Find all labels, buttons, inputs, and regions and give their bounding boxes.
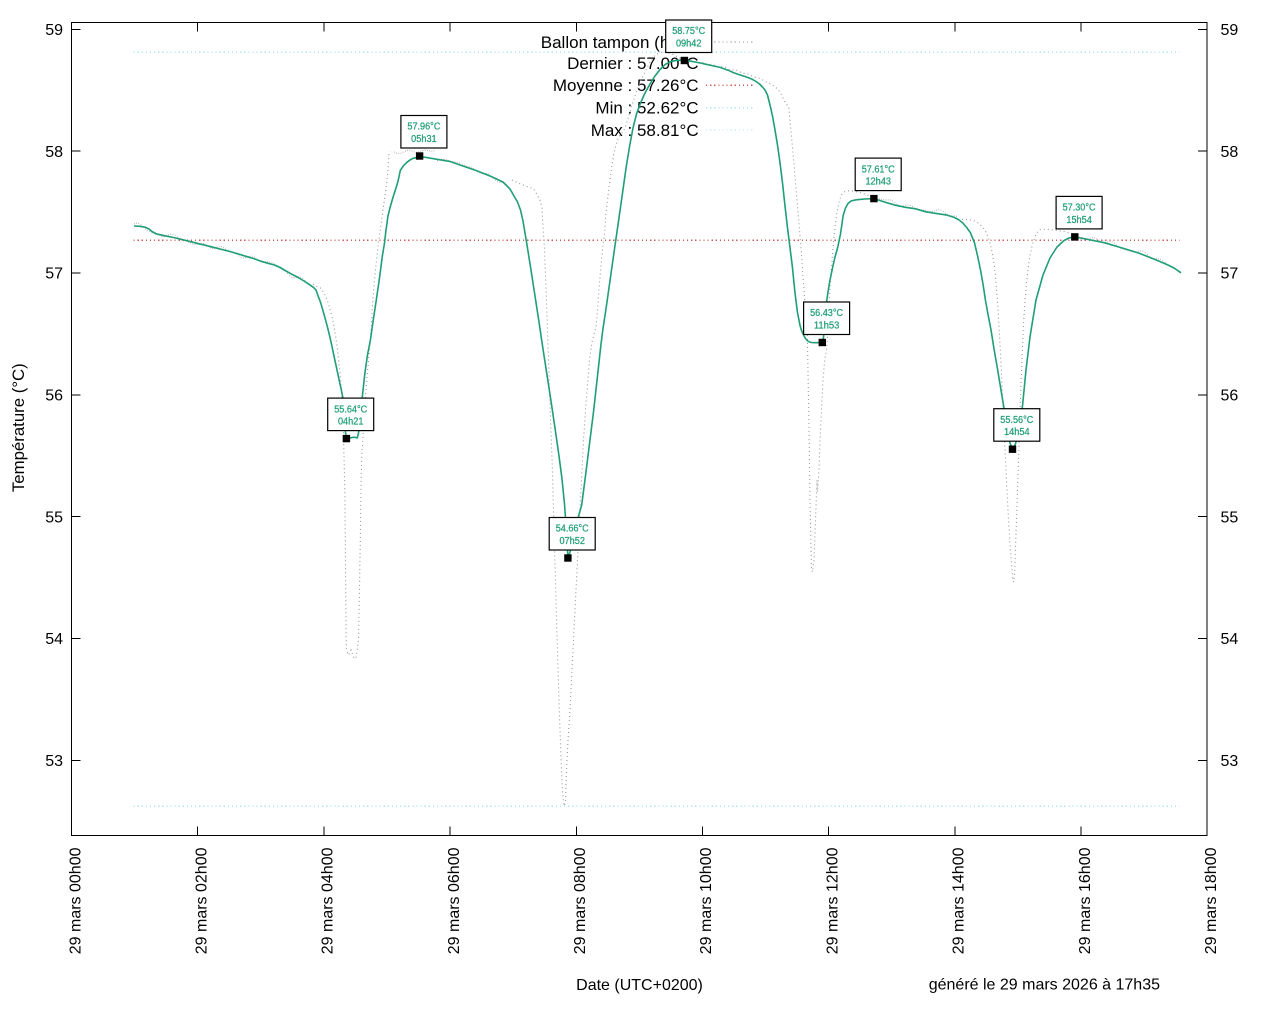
svg-text:57.30°C: 57.30°C <box>1063 203 1096 214</box>
svg-text:Ballon tampon (haut): Ballon tampon (haut) <box>541 33 699 52</box>
svg-text:29 mars 02h00: 29 mars 02h00 <box>194 847 211 954</box>
svg-text:57.61°C: 57.61°C <box>862 164 895 175</box>
svg-text:07h52: 07h52 <box>559 536 585 547</box>
svg-text:11h53: 11h53 <box>814 320 840 331</box>
svg-text:58.75°C: 58.75°C <box>672 26 705 37</box>
svg-text:29 mars 18h00: 29 mars 18h00 <box>1203 847 1220 954</box>
svg-text:58: 58 <box>45 144 63 161</box>
svg-text:29 mars 04h00: 29 mars 04h00 <box>320 847 337 954</box>
svg-text:05h31: 05h31 <box>411 134 437 145</box>
svg-text:Moyenne : 57.26°C: Moyenne : 57.26°C <box>553 76 699 95</box>
svg-text:57: 57 <box>45 266 63 283</box>
svg-text:29 mars 08h00: 29 mars 08h00 <box>572 847 589 954</box>
svg-text:Max : 58.81°C: Max : 58.81°C <box>591 121 699 140</box>
svg-text:29 mars 12h00: 29 mars 12h00 <box>824 847 841 954</box>
svg-text:54.66°C: 54.66°C <box>556 524 589 535</box>
svg-text:57.96°C: 57.96°C <box>407 122 440 133</box>
svg-text:56: 56 <box>1221 388 1239 405</box>
svg-text:29 mars 14h00: 29 mars 14h00 <box>951 847 968 954</box>
svg-text:55.56°C: 55.56°C <box>1000 415 1033 426</box>
svg-text:56.43°C: 56.43°C <box>810 308 843 319</box>
svg-text:53: 53 <box>45 753 63 770</box>
svg-text:55: 55 <box>1221 509 1239 526</box>
svg-text:54: 54 <box>45 631 63 648</box>
svg-text:29 mars 16h00: 29 mars 16h00 <box>1077 847 1094 954</box>
svg-text:04h21: 04h21 <box>338 417 364 428</box>
svg-text:Dernier : 57.00°C: Dernier : 57.00°C <box>567 54 699 73</box>
svg-text:55.64°C: 55.64°C <box>334 404 367 415</box>
svg-text:58: 58 <box>1221 144 1239 161</box>
svg-text:55: 55 <box>45 509 63 526</box>
svg-text:59: 59 <box>1221 22 1239 39</box>
svg-text:57: 57 <box>1221 266 1239 283</box>
svg-text:09h42: 09h42 <box>676 38 702 49</box>
svg-text:53: 53 <box>1221 753 1239 770</box>
svg-text:Température (°C): Température (°C) <box>9 363 28 492</box>
svg-text:56: 56 <box>45 388 63 405</box>
svg-text:15h54: 15h54 <box>1066 215 1092 226</box>
svg-text:29 mars 00h00: 29 mars 00h00 <box>67 847 84 954</box>
svg-text:29 mars 10h00: 29 mars 10h00 <box>698 847 715 954</box>
svg-text:14h54: 14h54 <box>1004 427 1030 438</box>
svg-text:généré le 29 mars 2026 à 17h35: généré le 29 mars 2026 à 17h35 <box>929 977 1160 994</box>
svg-text:Date (UTC+0200): Date (UTC+0200) <box>576 977 703 994</box>
svg-text:59: 59 <box>45 22 63 39</box>
svg-text:Min : 52.62°C: Min : 52.62°C <box>595 98 698 117</box>
svg-text:29 mars 06h00: 29 mars 06h00 <box>446 847 463 954</box>
svg-text:12h43: 12h43 <box>865 177 891 188</box>
svg-text:54: 54 <box>1221 631 1239 648</box>
